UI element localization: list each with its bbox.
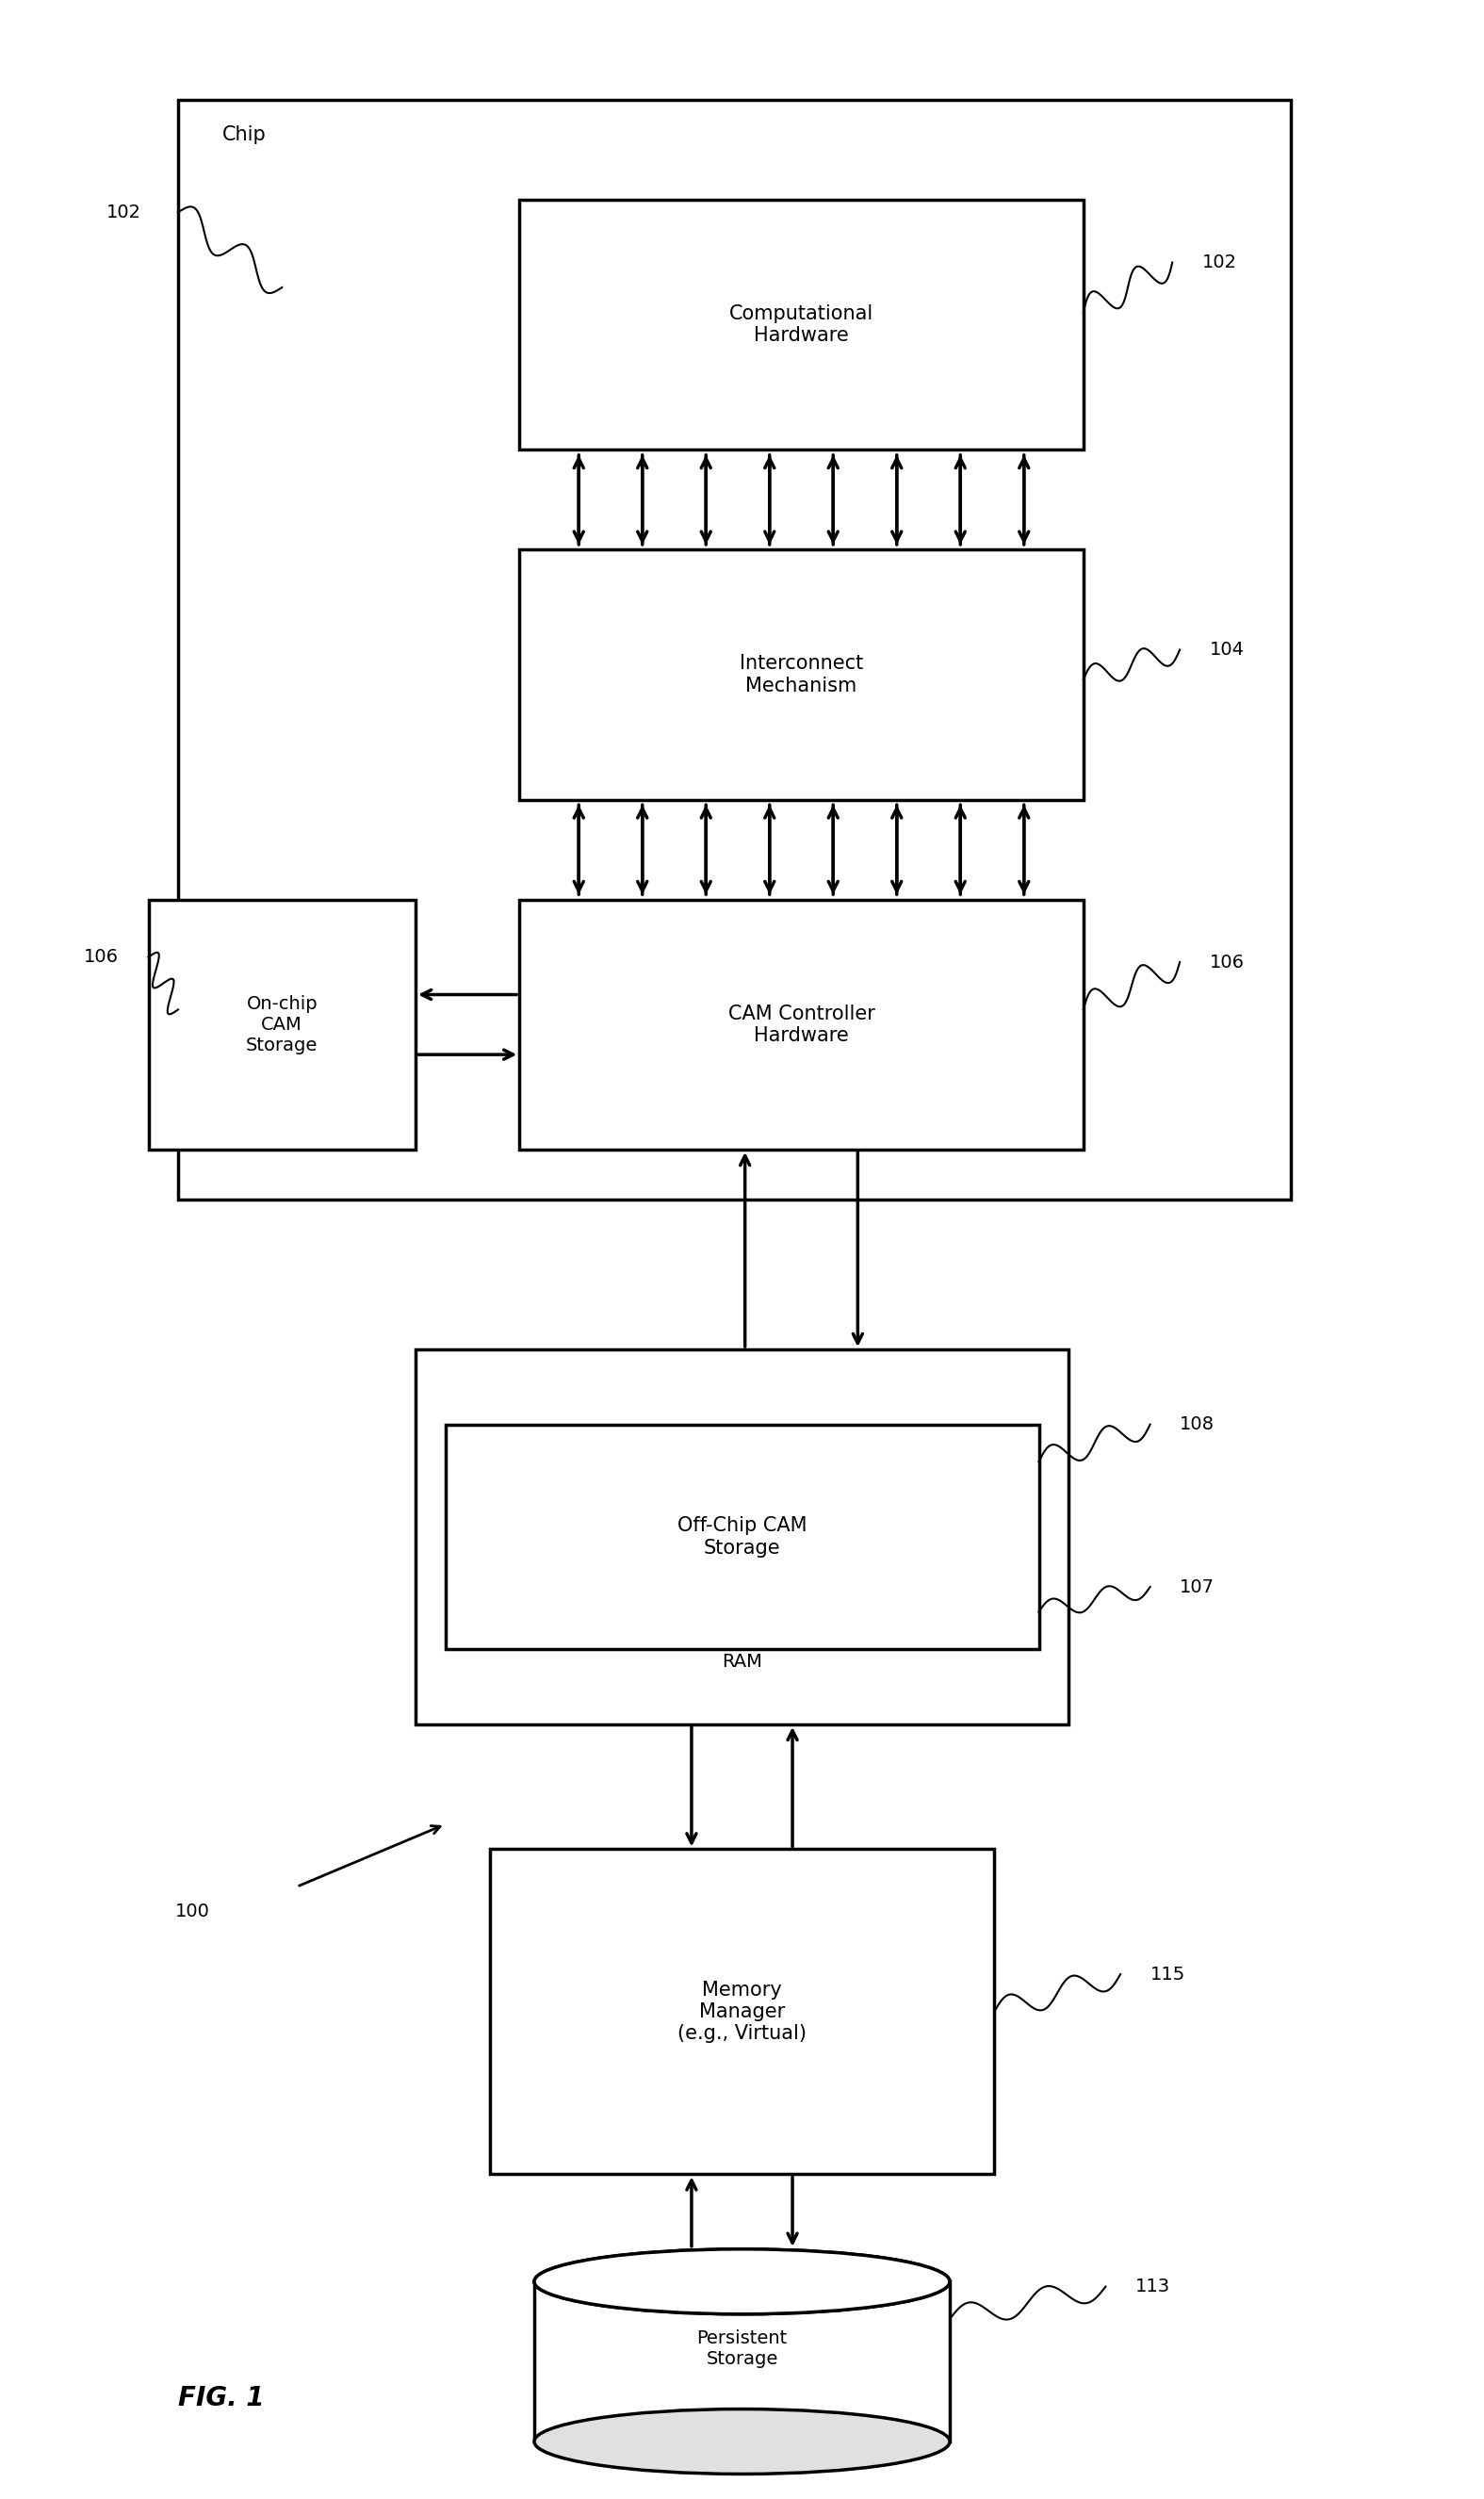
Text: 104: 104 <box>1209 640 1244 660</box>
Text: FIG. 1: FIG. 1 <box>178 2384 264 2412</box>
Bar <box>534 2282 950 2442</box>
Ellipse shape <box>534 2409 950 2474</box>
FancyBboxPatch shape <box>519 550 1083 800</box>
Text: 108: 108 <box>1180 1414 1214 1434</box>
FancyBboxPatch shape <box>445 1424 1039 1649</box>
Text: RAM: RAM <box>721 1652 763 1672</box>
FancyBboxPatch shape <box>178 100 1291 1200</box>
Text: CAM Controller
Hardware: CAM Controller Hardware <box>729 1005 874 1045</box>
Ellipse shape <box>534 2249 950 2314</box>
FancyBboxPatch shape <box>148 900 416 1150</box>
Text: 107: 107 <box>1180 1577 1214 1597</box>
FancyBboxPatch shape <box>519 200 1083 450</box>
Text: 102: 102 <box>107 202 141 222</box>
Text: 115: 115 <box>1150 1964 1186 1984</box>
FancyBboxPatch shape <box>490 1849 994 2174</box>
Text: Persistent
Storage: Persistent Storage <box>696 2329 788 2369</box>
Text: 100: 100 <box>175 1902 211 1922</box>
Text: 102: 102 <box>1202 252 1236 272</box>
Text: Off-Chip CAM
Storage: Off-Chip CAM Storage <box>677 1517 807 1557</box>
FancyBboxPatch shape <box>416 1349 1068 1724</box>
Text: Memory
Manager
(e.g., Virtual): Memory Manager (e.g., Virtual) <box>678 1979 806 2044</box>
Text: Computational
Hardware: Computational Hardware <box>729 305 874 345</box>
Text: On-chip
CAM
Storage: On-chip CAM Storage <box>246 995 318 1055</box>
Text: 106: 106 <box>1209 952 1244 972</box>
Text: Interconnect
Mechanism: Interconnect Mechanism <box>739 655 864 695</box>
Ellipse shape <box>534 2249 950 2314</box>
Text: 106: 106 <box>85 947 119 967</box>
FancyBboxPatch shape <box>519 900 1083 1150</box>
Text: Chip: Chip <box>223 125 267 145</box>
Text: 113: 113 <box>1135 2277 1171 2297</box>
